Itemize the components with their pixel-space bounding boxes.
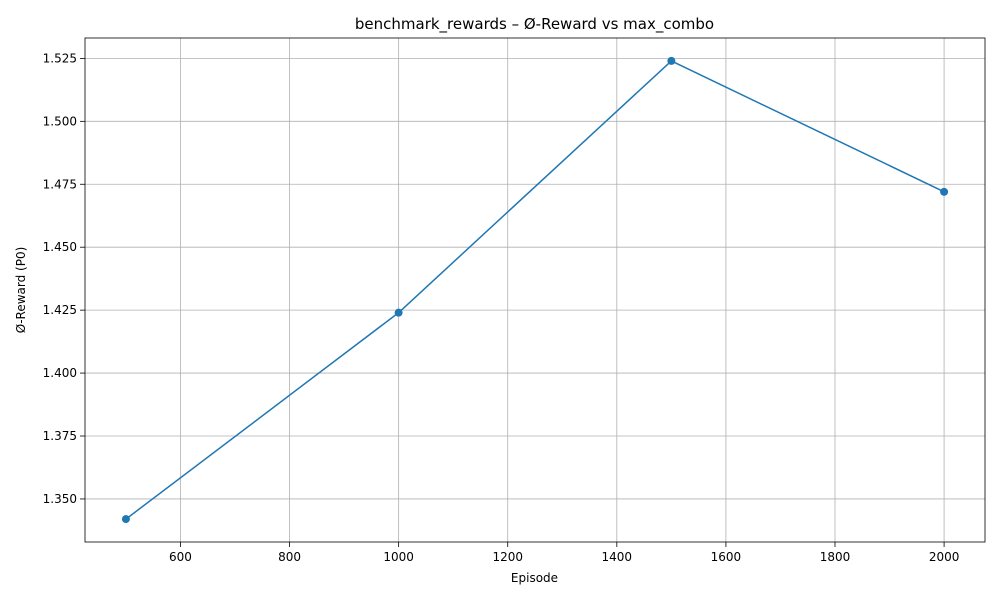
y-tick-label: 1.500 — [43, 114, 77, 128]
grid — [85, 38, 985, 542]
axes — [80, 37, 986, 547]
y-tick-label: 1.425 — [43, 303, 77, 317]
x-tick-label: 800 — [278, 550, 301, 564]
tick-labels: 600 800 1000 1200 1400 1600 1800 2000 1.350 1.375… — [43, 51, 960, 564]
data-point — [940, 187, 949, 196]
x-tick-label: 1600 — [711, 550, 742, 564]
y-tick-label: 1.475 — [43, 177, 77, 191]
x-tick-label: 1000 — [383, 550, 414, 564]
y-tick-label: 1.375 — [43, 429, 77, 443]
x-tick-label: 2000 — [929, 550, 960, 564]
y-tick-label: 1.350 — [43, 492, 77, 506]
y-tick-label: 1.400 — [43, 366, 77, 380]
y-tick-label: 1.450 — [43, 240, 77, 254]
series-layer — [121, 56, 949, 524]
series-line — [125, 60, 945, 520]
y-tick-label: 1.525 — [43, 51, 77, 65]
data-point — [394, 308, 403, 317]
x-axis-title: Episode — [511, 571, 558, 585]
x-tick-label: 1400 — [602, 550, 633, 564]
axes-frame — [84, 37, 986, 543]
x-tick-label: 1200 — [492, 550, 523, 564]
x-tick-label: 600 — [169, 550, 192, 564]
data-point — [121, 515, 130, 524]
x-tick-label: 1800 — [820, 550, 851, 564]
y-axis-title: Ø-Reward (P0) — [14, 247, 28, 334]
chart-title: benchmark_rewards – Ø-Reward vs max_comb… — [355, 15, 714, 34]
data-point — [667, 56, 676, 65]
